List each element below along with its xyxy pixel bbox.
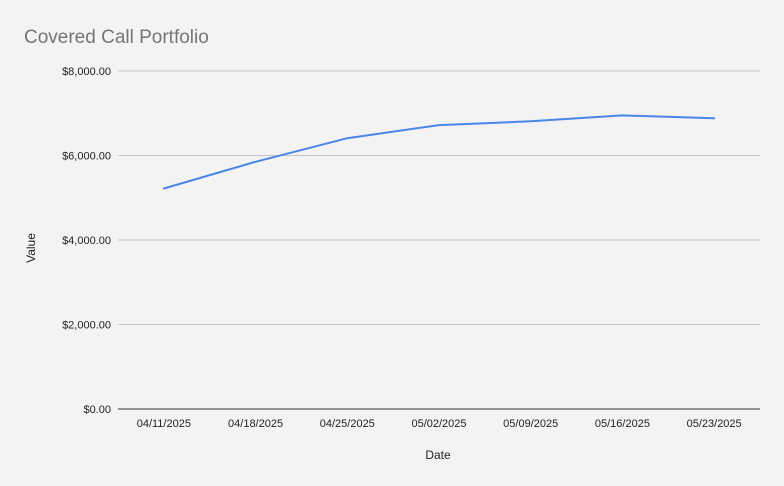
gridlines [118, 70, 760, 410]
x-tick-label: 04/18/2025 [228, 418, 283, 430]
series-lines [162, 114, 716, 190]
x-tick-label: 04/11/2025 [137, 418, 191, 430]
y-tick-label: $4,000.00 [62, 235, 111, 247]
x-axis-ticks: 04/11/2025 04/18/2025 04/25/2025 05/02/2025… [137, 418, 742, 430]
y-axis-label: Value [24, 233, 38, 263]
y-axis-ticks: $0.00 $2,000.00 $4,000.00 $6,000.00 $8,000.0… [62, 66, 111, 416]
x-tick-label: 05/16/2025 [595, 418, 650, 430]
x-tick-label: 05/23/2025 [687, 418, 742, 430]
y-tick-label: $8,000.00 [62, 66, 111, 78]
y-tick-label: $0.00 [83, 404, 111, 416]
y-tick-label: $2,000.00 [62, 320, 111, 332]
x-axis-label: Date [425, 448, 451, 462]
chart-title: Covered Call Portfolio [24, 27, 209, 48]
x-tick-label: 05/09/2025 [503, 418, 558, 430]
x-tick-label: 04/25/2025 [320, 418, 375, 430]
series-line [162, 114, 716, 190]
x-tick-label: 05/02/2025 [411, 418, 466, 430]
y-tick-label: $6,000.00 [62, 151, 111, 163]
